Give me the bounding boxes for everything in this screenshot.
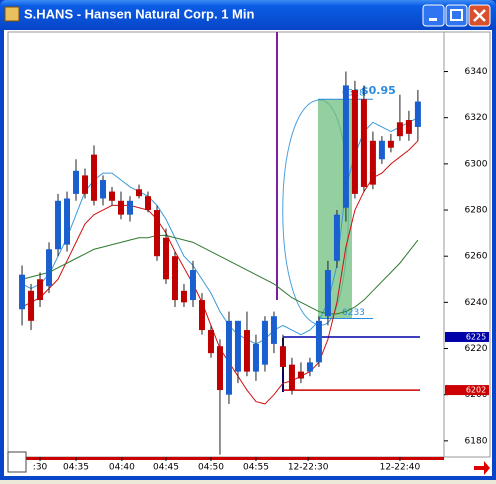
candle-body — [180, 290, 187, 303]
x-tick-label: 04:35 — [63, 463, 89, 473]
candle-body — [279, 346, 286, 367]
candle-body — [153, 210, 160, 257]
indicator-line — [21, 234, 419, 315]
y-tick-label: 6340 — [465, 67, 488, 77]
candle-body — [109, 191, 116, 201]
price-tag-label: 6202 — [466, 386, 486, 395]
price-tag — [445, 385, 489, 396]
x-tick-label: 04:45 — [153, 463, 179, 473]
candle-body — [28, 290, 35, 321]
minimize-icon — [429, 18, 437, 21]
candle-body — [207, 330, 214, 354]
candle-body — [225, 320, 232, 395]
x-tick-label: 12-22:30 — [288, 463, 329, 473]
candle-body — [144, 196, 151, 211]
candle-body — [387, 140, 394, 148]
y-tick-label: 6240 — [465, 298, 488, 308]
candle-body — [198, 300, 205, 331]
candle-body — [19, 274, 26, 310]
candle-body — [243, 330, 250, 372]
y-tick-label: 6320 — [465, 113, 488, 123]
measure-label: $0.95 — [361, 84, 396, 97]
price-tag — [445, 331, 489, 342]
candle-body — [333, 214, 340, 261]
time-axis-bar — [8, 457, 444, 460]
y-tick-label: 6260 — [465, 252, 488, 262]
candle-body — [118, 200, 125, 215]
maximize-button[interactable] — [445, 4, 468, 27]
candle-body — [100, 180, 107, 199]
corner-box[interactable] — [7, 451, 27, 473]
y-tick-label: 6220 — [465, 344, 488, 354]
y-tick-label: 6180 — [465, 436, 488, 446]
measure-value: 6233 — [342, 308, 365, 318]
candle-body — [37, 279, 44, 301]
x-tick-label: 04:55 — [243, 463, 269, 473]
candle-body — [171, 256, 178, 301]
window-buttons[interactable] — [422, 4, 491, 27]
y-tick-label: 6300 — [465, 159, 488, 169]
minimize-button[interactable] — [422, 4, 445, 27]
candle-body — [252, 343, 259, 372]
candle-body — [189, 270, 196, 301]
candle-body — [261, 320, 268, 365]
price-tag-label: 6225 — [466, 332, 486, 341]
candle-body — [64, 198, 71, 245]
candle-body — [216, 346, 223, 391]
candle-body — [135, 189, 142, 197]
candle-body — [360, 99, 367, 187]
candle-body — [162, 237, 169, 280]
maximize-icon — [450, 9, 463, 21]
y-tick-label: 6280 — [465, 206, 488, 216]
candle-body — [288, 364, 295, 391]
candle-body — [297, 371, 304, 379]
x-tick-label: 12-22:40 — [380, 463, 421, 473]
scroll-arrow[interactable] — [474, 461, 490, 475]
candle-body — [91, 154, 98, 201]
candle-body — [127, 200, 134, 215]
window-icon — [4, 6, 20, 22]
plot: 6180 6200 6220 6240 6260 6280 6300 6320 6340 :30 0… — [19, 67, 489, 473]
candle-body — [315, 320, 322, 363]
candle-body — [396, 122, 403, 137]
candle-body — [414, 101, 421, 127]
title-bar — [0, 0, 496, 30]
candle-body — [324, 270, 331, 317]
candle-body — [369, 140, 376, 185]
candle-body — [73, 170, 80, 194]
candle-body — [306, 362, 313, 372]
candle-body — [82, 175, 89, 194]
candle-body — [46, 249, 53, 287]
x-tick-label: 04:40 — [109, 463, 135, 473]
close-icon — [473, 9, 486, 22]
candle-body — [270, 316, 277, 344]
candle-body — [342, 85, 349, 208]
candle-body — [405, 120, 412, 134]
x-tick-label: :30 — [33, 463, 48, 473]
x-tick-label: 04:50 — [198, 463, 224, 473]
candle-body — [351, 90, 358, 194]
window-title: S.HANS - Hansen Natural Corp. 1 Min — [24, 6, 254, 21]
candle-body — [234, 320, 241, 372]
candle-body — [55, 200, 62, 250]
y-tick-label: 6200 — [465, 390, 488, 400]
candle-body — [378, 140, 385, 160]
